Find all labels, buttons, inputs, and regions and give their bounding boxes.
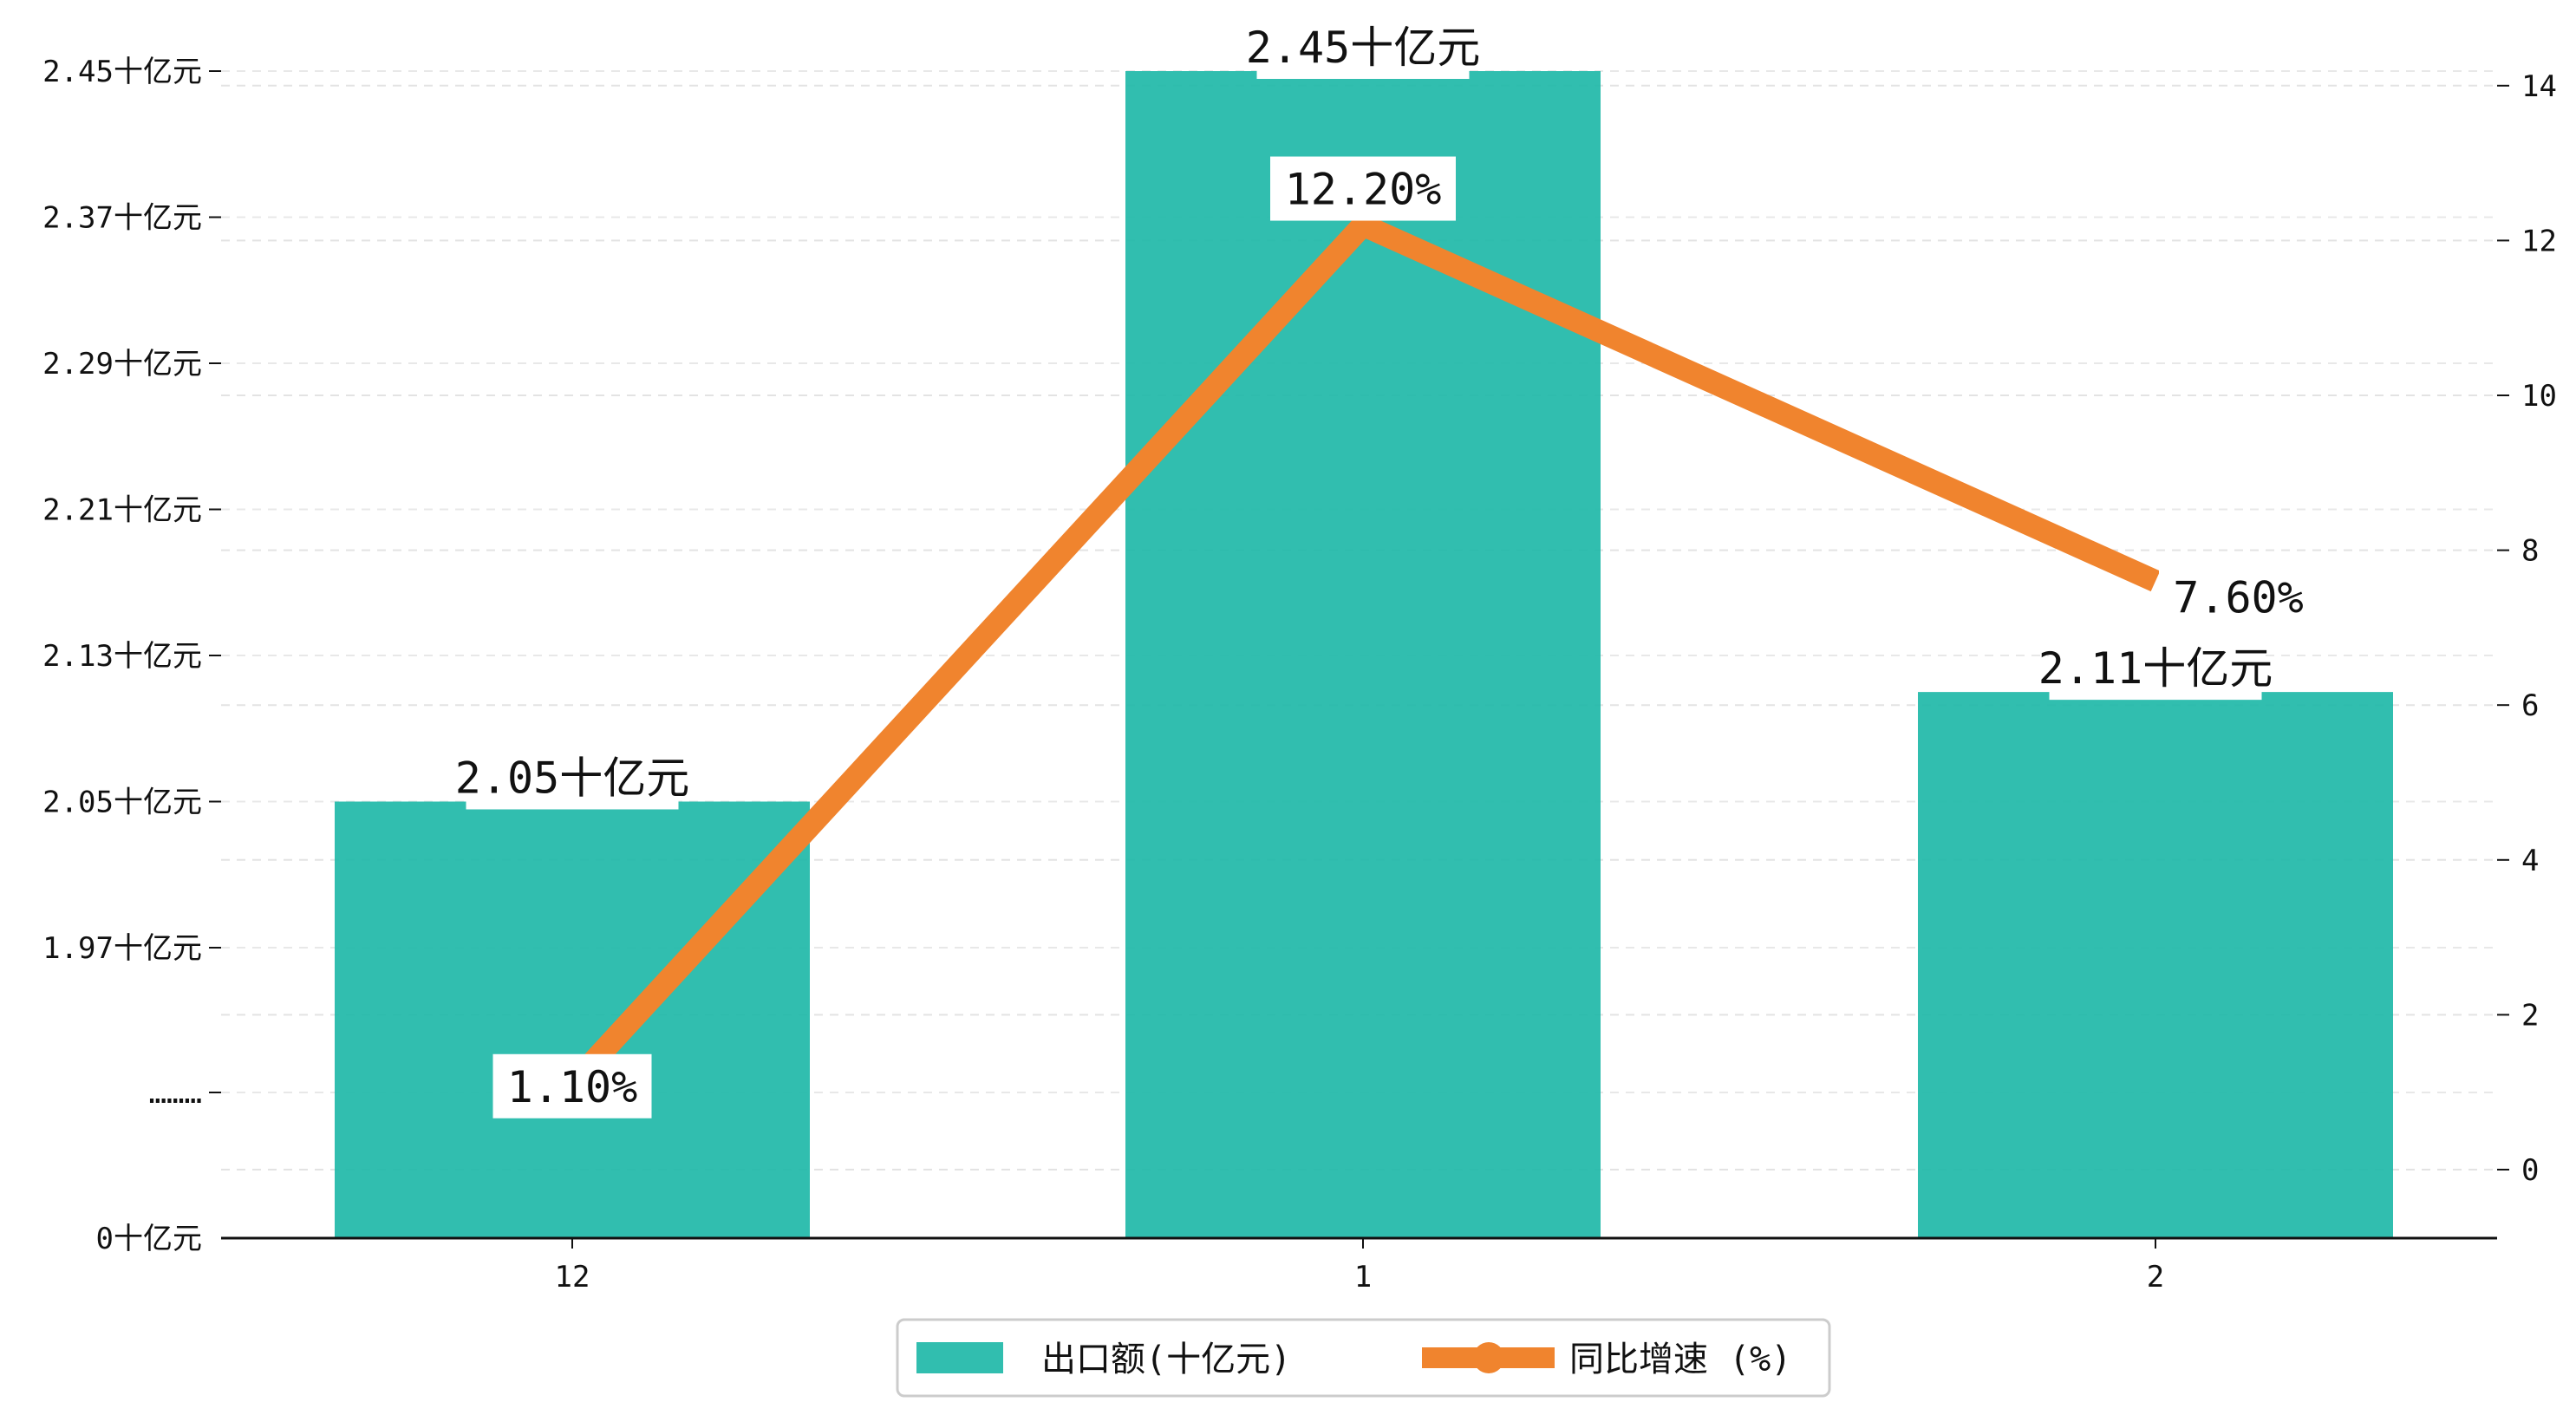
line-value-label: 1.10% bbox=[507, 1062, 638, 1112]
legend-bar-label: 出口额(十亿元) bbox=[1041, 1340, 1291, 1379]
y-left-tick-label: 2.45十亿元 bbox=[42, 55, 202, 89]
line-value-label: 12.20% bbox=[1285, 165, 1442, 215]
y-left-tick-label: 0十亿元 bbox=[96, 1222, 202, 1256]
y-right-tick-label: 2 bbox=[2521, 998, 2539, 1033]
legend-box bbox=[896, 1318, 1831, 1398]
y-right-tick-label: 8 bbox=[2521, 534, 2539, 569]
y-right-tick-label: 4 bbox=[2521, 844, 2539, 878]
x-tick-label: 12 bbox=[555, 1260, 590, 1294]
line-value-label-bg bbox=[1270, 156, 1456, 221]
data-labels: 2.05十亿元 2.45十亿元 2.11十亿元 1.10% 12.20% 7.60% bbox=[455, 15, 2318, 1118]
x-tick-label: 2 bbox=[2147, 1260, 2164, 1294]
y-right-tick-label: 14 bbox=[2521, 69, 2557, 104]
y-left-tick-label: 2.05十亿元 bbox=[42, 786, 202, 820]
line-value-label: 7.60% bbox=[2173, 572, 2304, 623]
bar-value-label-bg bbox=[2049, 636, 2262, 701]
bar bbox=[1125, 71, 1601, 1238]
y-right-tick-label: 12 bbox=[2521, 224, 2557, 258]
legend: 出口额(十亿元) 同比增速 (%) bbox=[896, 1318, 1831, 1398]
bars bbox=[335, 71, 2393, 1238]
line-value-label-bg bbox=[492, 1053, 652, 1118]
y-left-tick-label: 2.21十亿元 bbox=[42, 493, 202, 528]
bar bbox=[1918, 692, 2393, 1238]
y-left-tick-label: 2.29十亿元 bbox=[42, 347, 202, 381]
bar-value-label: 2.11十亿元 bbox=[2038, 643, 2273, 694]
growth-line bbox=[564, 211, 2161, 1092]
y-left-tick-label: 2.13十亿元 bbox=[42, 639, 202, 674]
growth-line-path bbox=[564, 211, 2161, 1092]
y-left-tick-label: 2.37十亿元 bbox=[42, 201, 202, 236]
y-right-tick-label: 0 bbox=[2521, 1153, 2539, 1188]
bar-value-label-bg bbox=[466, 745, 679, 810]
bar-value-label: 2.05十亿元 bbox=[455, 753, 689, 804]
axes: 12 1 20十亿元………1.97十亿元2.05十亿元2.13十亿元2.21十亿元2… bbox=[42, 55, 2557, 1294]
legend-line-marker bbox=[1473, 1342, 1504, 1373]
legend-line-label: 同比增速 (%) bbox=[1569, 1340, 1791, 1379]
y-right-tick-label: 6 bbox=[2521, 688, 2539, 723]
x-tick-label: 1 bbox=[1354, 1260, 1372, 1294]
y-left-tick-label: ……… bbox=[149, 1076, 202, 1111]
y-right-tick-label: 10 bbox=[2521, 379, 2557, 414]
bar bbox=[335, 801, 810, 1238]
line-value-label-bg bbox=[2159, 564, 2318, 629]
y-left-tick-label: 1.97十亿元 bbox=[42, 931, 202, 966]
bar-value-label-bg bbox=[1256, 15, 1470, 79]
legend-bar-swatch bbox=[916, 1342, 1003, 1373]
bar-value-label: 2.45十亿元 bbox=[1246, 23, 1480, 73]
